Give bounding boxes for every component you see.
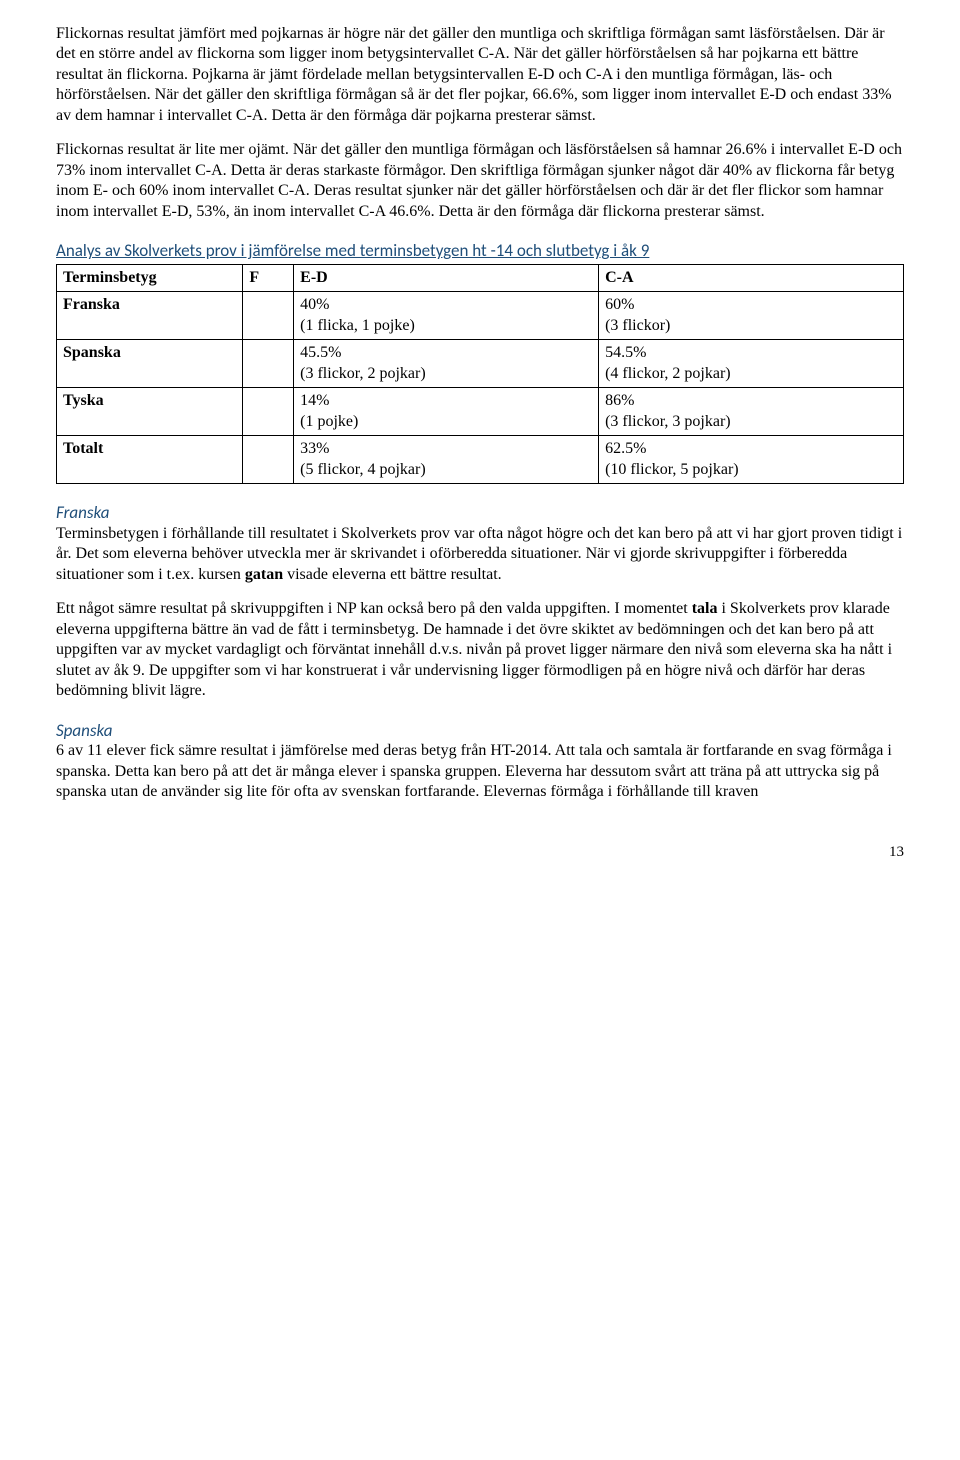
col-header-ed: E-D	[294, 264, 599, 291]
row-label: Franska	[57, 292, 243, 340]
heading-analysis: Analys av Skolverkets prov i jämförelse …	[56, 240, 904, 262]
text-bold: gatan	[245, 566, 283, 583]
table-header-row: Terminsbetyg F E-D C-A	[57, 264, 904, 291]
col-header-f: F	[243, 264, 294, 291]
cell-ca-pct: 62.5%	[605, 440, 646, 457]
table-row: Tyska 14% (1 pojke) 86% (3 flickor, 3 pojk…	[57, 388, 904, 436]
cell-ed-pct: 14%	[300, 392, 329, 409]
page-number: 13	[56, 843, 904, 862]
heading-spanska: Spanska	[56, 720, 904, 742]
col-header-ca: C-A	[599, 264, 904, 291]
cell-ed-note: (1 pojke)	[300, 413, 358, 430]
cell-ed: 45.5% (3 flickor, 2 pojkar)	[294, 340, 599, 388]
heading-franska: Franska	[56, 502, 904, 524]
cell-ca-note: (3 flickor)	[605, 317, 670, 334]
cell-ca-note: (3 flickor, 3 pojkar)	[605, 413, 731, 430]
cell-f	[243, 388, 294, 436]
cell-ca: 62.5% (10 flickor, 5 pojkar)	[599, 436, 904, 484]
text-span: Ett något sämre resultat på skrivuppgift…	[56, 600, 692, 617]
table-row: Totalt 33% (5 flickor, 4 pojkar) 62.5% (10…	[57, 436, 904, 484]
col-header-terminsbetyg: Terminsbetyg	[57, 264, 243, 291]
cell-ed-pct: 40%	[300, 296, 329, 313]
paragraph-intro-1: Flickornas resultat jämfört med pojkarna…	[56, 24, 904, 126]
cell-ca-pct: 54.5%	[605, 344, 646, 361]
cell-ed-note: (5 flickor, 4 pojkar)	[300, 461, 426, 478]
cell-ca-pct: 86%	[605, 392, 634, 409]
cell-ed: 40% (1 flicka, 1 pojke)	[294, 292, 599, 340]
text-span: visade eleverna ett bättre resultat.	[283, 566, 502, 583]
cell-f	[243, 292, 294, 340]
cell-ca: 54.5% (4 flickor, 2 pojkar)	[599, 340, 904, 388]
cell-ca: 86% (3 flickor, 3 pojkar)	[599, 388, 904, 436]
cell-ca-note: (10 flickor, 5 pojkar)	[605, 461, 739, 478]
cell-ed-pct: 45.5%	[300, 344, 341, 361]
cell-f	[243, 436, 294, 484]
cell-ca: 60% (3 flickor)	[599, 292, 904, 340]
row-label: Tyska	[57, 388, 243, 436]
row-label: Totalt	[57, 436, 243, 484]
paragraph-franska-2: Ett något sämre resultat på skrivuppgift…	[56, 599, 904, 701]
cell-ca-pct: 60%	[605, 296, 634, 313]
table-row: Spanska 45.5% (3 flickor, 2 pojkar) 54.5%…	[57, 340, 904, 388]
grades-table: Terminsbetyg F E-D C-A Franska 40% (1 fli…	[56, 264, 904, 484]
paragraph-franska-1: Terminsbetygen i förhållande till result…	[56, 524, 904, 585]
cell-ca-note: (4 flickor, 2 pojkar)	[605, 365, 731, 382]
row-label: Spanska	[57, 340, 243, 388]
cell-ed: 14% (1 pojke)	[294, 388, 599, 436]
table-row: Franska 40% (1 flicka, 1 pojke) 60% (3 fli…	[57, 292, 904, 340]
cell-ed-pct: 33%	[300, 440, 329, 457]
cell-ed-note: (1 flicka, 1 pojke)	[300, 317, 415, 334]
paragraph-intro-2: Flickornas resultat är lite mer ojämt. N…	[56, 140, 904, 222]
cell-ed: 33% (5 flickor, 4 pojkar)	[294, 436, 599, 484]
cell-f	[243, 340, 294, 388]
text-bold: tala	[692, 600, 718, 617]
cell-ed-note: (3 flickor, 2 pojkar)	[300, 365, 426, 382]
paragraph-spanska: 6 av 11 elever fick sämre resultat i jäm…	[56, 741, 904, 802]
